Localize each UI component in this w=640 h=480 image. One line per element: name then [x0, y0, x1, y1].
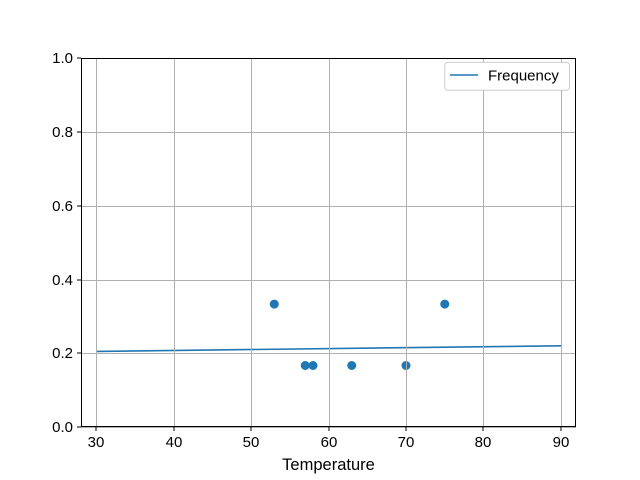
svg-text:50: 50 [243, 434, 260, 451]
svg-text:70: 70 [398, 434, 415, 451]
svg-text:0.0: 0.0 [52, 419, 73, 436]
svg-text:Temperature: Temperature [282, 456, 375, 474]
svg-text:0.6: 0.6 [52, 198, 73, 215]
svg-text:0.2: 0.2 [52, 345, 73, 362]
svg-text:30: 30 [88, 434, 105, 451]
svg-text:60: 60 [321, 434, 338, 451]
svg-text:Frequency: Frequency [488, 68, 559, 85]
svg-text:0.8: 0.8 [52, 124, 73, 141]
svg-text:90: 90 [553, 434, 570, 451]
svg-text:80: 80 [475, 434, 492, 451]
svg-text:0.4: 0.4 [52, 272, 73, 289]
svg-text:1.0: 1.0 [52, 50, 73, 67]
svg-text:40: 40 [166, 434, 183, 451]
